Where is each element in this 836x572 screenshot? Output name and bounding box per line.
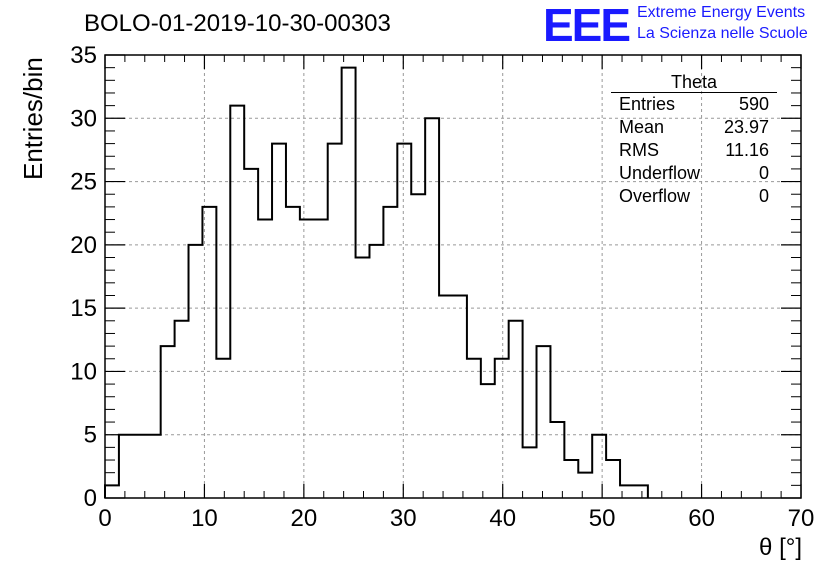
stats-value: 11.16 [725,140,769,160]
logo-text: Extreme Energy Events La Scienza nelle S… [637,2,808,44]
axis-ticks [104,54,802,499]
histogram-bin [592,435,606,498]
histogram-bin [495,359,509,498]
histogram-bin [189,245,203,498]
y-tick-label: 15 [70,295,97,322]
y-tick-label: 10 [70,358,97,385]
histogram-bin [481,384,495,498]
histogram-bin [467,359,481,498]
histogram-bin [550,422,564,498]
histogram-bin [397,144,411,498]
stats-value: 0 [758,186,769,206]
stats-box: Theta Entries 590 Mean 23.97 RMS 11.16 U… [611,72,777,208]
histogram-bin [216,359,230,498]
histogram-bin [342,68,356,498]
y-axis-label: Entries/bin [18,57,48,180]
x-tick-label: 60 [688,505,715,532]
histogram-bin [244,169,258,498]
y-tick-label: 0 [84,485,97,512]
histogram-bin [634,485,648,498]
x-tick-label: 0 [98,505,111,532]
stats-row-entries: Entries 590 [611,93,777,116]
histogram-bin [453,295,467,498]
histogram-bin [286,207,300,498]
grid-lines [105,55,801,498]
axis-tick-labels: 0 10 20 30 40 50 60 70 0 5 10 15 20 25 30 35 [70,42,814,532]
histogram-bin [175,321,189,498]
histogram-bin [578,473,592,498]
histogram-bin [564,460,578,498]
y-tick-label: 25 [70,169,97,196]
histogram-bin [383,207,397,498]
histogram-bin [202,207,216,498]
stats-label: RMS [619,140,659,160]
histogram-bin [425,118,439,498]
y-tick-label: 5 [84,422,97,449]
histogram-bin [369,245,383,498]
stats-value: 0 [758,163,769,183]
histogram-outline [104,66,649,498]
eee-logo: EEE [543,0,631,51]
y-tick-label: 20 [70,232,97,259]
histogram-bin [258,220,272,498]
histogram-bin [300,220,314,498]
histogram-bin [105,485,119,498]
histogram-bin [314,220,328,498]
stats-value: 23.97 [723,117,769,137]
stats-value: 590 [738,94,769,114]
histogram-bin [328,144,342,498]
histogram-bin [509,321,523,498]
histogram-bin [230,106,244,498]
chart-title: BOLO-01-2019-10-30-00303 [84,10,391,37]
x-tick-label: 20 [291,505,318,532]
stats-label: Mean [619,117,665,137]
x-tick-label: 10 [191,505,218,532]
plot-frame [104,54,802,499]
histogram-bin [439,295,453,498]
histogram-bin [147,435,161,498]
stats-row-underflow: Underflow 0 [611,162,777,185]
x-tick-label: 40 [489,505,516,532]
histogram-series [104,66,649,498]
logo-line-2: La Scienza nelle Scuole [637,25,808,42]
y-tick-label: 30 [70,105,97,132]
histogram-bin [119,435,133,498]
histogram-bin [161,346,175,498]
x-axis-label: θ [°] [759,534,802,561]
x-tick-label: 30 [390,505,417,532]
histogram-bin [133,435,147,498]
stats-title: Theta [611,72,777,93]
stats-row-overflow: Overflow 0 [611,185,777,208]
stats-label: Overflow [619,186,691,206]
histogram-bin [537,346,551,498]
stats-label: Entries [619,94,676,114]
histogram-bin [272,144,286,498]
histogram-bin [606,460,620,498]
histogram-bin [523,447,537,498]
logo-line-1: Extreme Energy Events [637,4,806,21]
histogram-bin [356,258,370,498]
x-tick-label: 50 [589,505,616,532]
stats-row-rms: RMS 11.16 [611,139,777,162]
stats-label: Underflow [619,163,701,183]
y-tick-label: 35 [70,42,97,69]
stats-row-mean: Mean 23.97 [611,116,777,139]
x-tick-label: 70 [788,505,815,532]
histogram-bin [411,194,425,498]
